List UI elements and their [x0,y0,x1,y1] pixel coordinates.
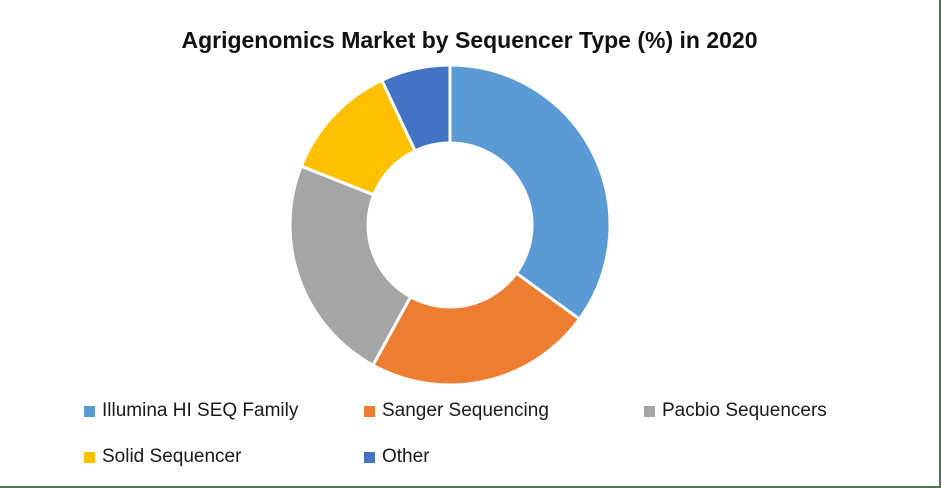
legend-item-other: Other [364,446,430,468]
legend-label: Other [382,446,430,467]
legend-swatch-icon [644,405,655,417]
pie-slice-illumina-hi-seq-family [448,63,612,321]
legend-item-solid-sequencer: Solid Sequencer [84,446,241,468]
pie-slice-sanger-sequencing [371,271,581,387]
pie-slice-other [380,63,452,153]
legend-swatch-icon [84,451,95,463]
legend-swatch-icon [84,405,95,417]
legend-swatch-icon [364,405,375,417]
legend-item-sanger-sequencing: Sanger Sequencing [364,400,549,422]
legend-label: Pacbio Sequencers [662,400,827,421]
legend-item-illumina-hi-seq-family: Illumina HI SEQ Family [84,400,298,422]
chart-title: Agrigenomics Market by Sequencer Type (%… [181,27,758,53]
legend-label: Solid Sequencer [102,446,242,467]
legend-item-pacbio-sequencers: Pacbio Sequencers [644,400,827,422]
legend-label: Sanger Sequencing [382,400,549,421]
legend-swatch-icon [364,451,375,463]
pie-slice-pacbio-sequencers [288,164,412,367]
legend-label: Illumina HI SEQ Family [102,400,299,421]
